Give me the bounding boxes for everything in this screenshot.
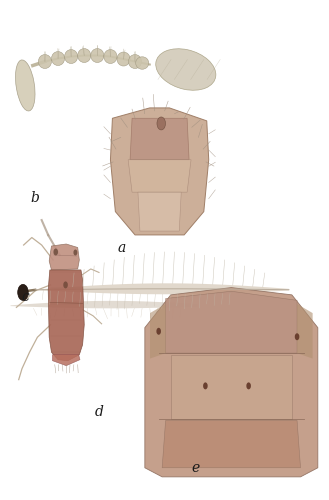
Polygon shape <box>138 192 181 231</box>
Ellipse shape <box>104 50 117 64</box>
Text: e: e <box>191 462 200 475</box>
Polygon shape <box>171 355 292 418</box>
Polygon shape <box>150 304 165 358</box>
Circle shape <box>63 282 68 288</box>
Polygon shape <box>52 354 80 366</box>
Text: a: a <box>118 240 126 254</box>
Circle shape <box>295 333 299 340</box>
Text: b: b <box>31 190 39 204</box>
Ellipse shape <box>51 52 64 66</box>
Ellipse shape <box>15 60 35 111</box>
Ellipse shape <box>136 57 149 70</box>
Polygon shape <box>145 288 318 477</box>
Circle shape <box>246 382 251 390</box>
Polygon shape <box>165 291 297 353</box>
Ellipse shape <box>38 54 51 68</box>
Ellipse shape <box>128 54 141 68</box>
Polygon shape <box>111 108 209 235</box>
Polygon shape <box>130 118 189 160</box>
Circle shape <box>18 284 28 300</box>
Polygon shape <box>128 160 191 192</box>
Circle shape <box>156 328 161 335</box>
Circle shape <box>157 117 165 130</box>
Circle shape <box>73 250 77 256</box>
Text: d: d <box>94 405 103 419</box>
Polygon shape <box>162 420 300 468</box>
Ellipse shape <box>91 48 104 62</box>
Polygon shape <box>48 270 84 360</box>
Circle shape <box>53 248 58 256</box>
Ellipse shape <box>64 50 78 64</box>
Polygon shape <box>49 244 79 270</box>
Circle shape <box>203 382 208 390</box>
Ellipse shape <box>156 48 216 90</box>
Ellipse shape <box>117 52 130 66</box>
Text: c: c <box>21 290 29 304</box>
Polygon shape <box>297 304 313 358</box>
Ellipse shape <box>78 48 91 62</box>
